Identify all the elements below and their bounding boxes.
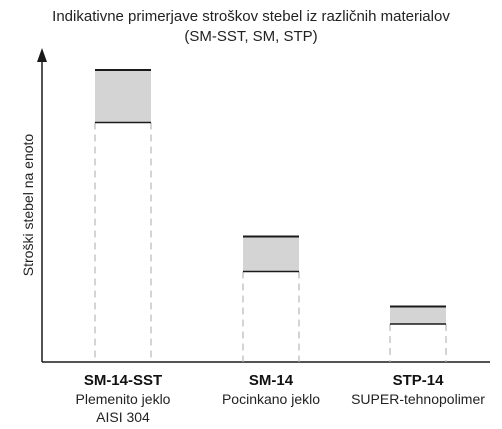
- category-desc-line1: Plemenito jeklo: [75, 391, 171, 407]
- cost-range-band: [390, 306, 446, 325]
- category-label-1: SM-14-SST Plemenito jeklo AISI 304: [48, 372, 198, 426]
- category-desc-line1: SUPER-tehnopolimer: [351, 391, 485, 407]
- chart-title: Indikativne primerjave stroškov stebel i…: [52, 8, 450, 25]
- y-axis-arrowhead: [37, 48, 47, 62]
- category-label-3: STP-14 SUPER-tehnopolimer: [343, 372, 493, 408]
- category-name: STP-14: [392, 372, 444, 389]
- y-axis-label: Stroški stebel na enoto: [20, 133, 36, 277]
- chart-subtitle: (SM-SST, SM, STP): [184, 28, 318, 45]
- cost-range-band: [243, 236, 299, 272]
- category-name: SM-14: [248, 372, 294, 389]
- category-label-2: SM-14 Pocinkano jeklo: [196, 372, 346, 408]
- category-desc-line2: AISI 304: [96, 409, 150, 425]
- cost-range-band: [95, 70, 151, 123]
- category-desc-line1: Pocinkano jeklo: [221, 391, 321, 407]
- category-name: SM-14-SST: [83, 372, 163, 389]
